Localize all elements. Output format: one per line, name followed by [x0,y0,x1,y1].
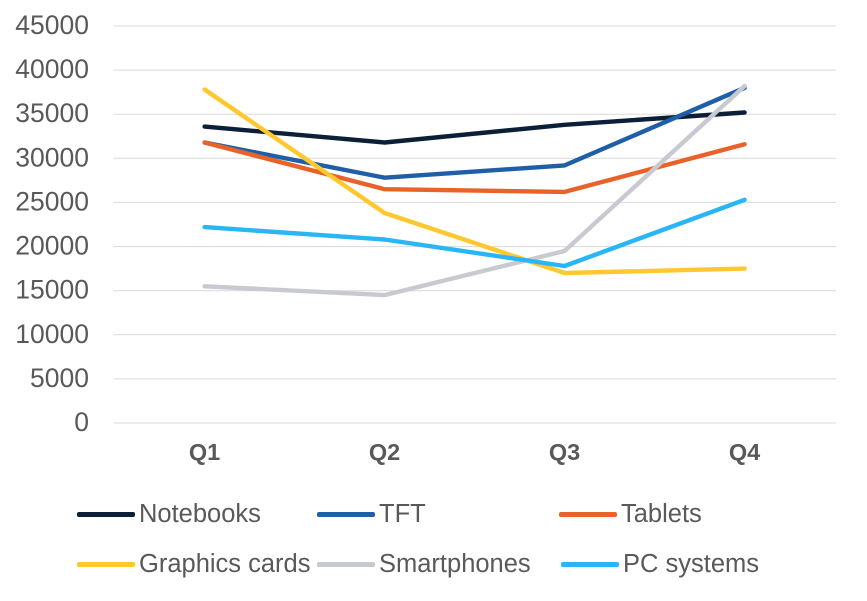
svg-text:35000: 35000 [15,98,89,128]
svg-text:0: 0 [74,407,89,437]
svg-text:Q4: Q4 [729,439,760,465]
svg-text:45000: 45000 [15,10,89,40]
svg-text:Q1: Q1 [189,439,220,465]
svg-text:10000: 10000 [15,319,89,349]
svg-text:25000: 25000 [15,186,89,216]
svg-text:40000: 40000 [15,54,89,84]
svg-text:30000: 30000 [15,142,89,172]
svg-text:Q2: Q2 [369,439,400,465]
svg-text:20000: 20000 [15,231,89,261]
svg-text:Q3: Q3 [549,439,580,465]
svg-text:15000: 15000 [15,275,89,305]
svg-text:5000: 5000 [30,363,89,393]
